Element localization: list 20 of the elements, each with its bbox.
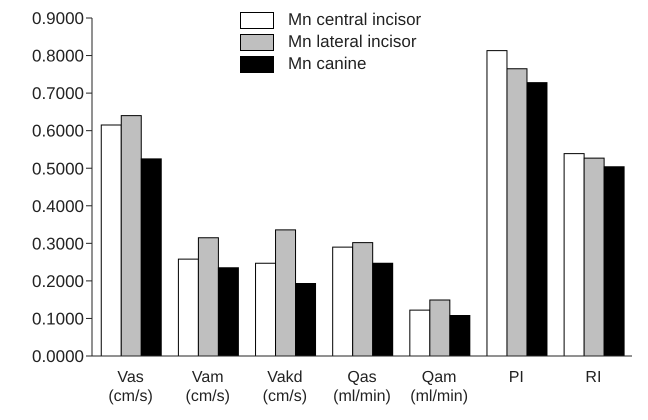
y-tick-label: 0.3000	[32, 234, 84, 254]
y-tick-label: 0.5000	[32, 159, 84, 178]
x-tick-label: Vakd (cm/s)	[262, 369, 308, 405]
legend-label: Mn central incisor	[288, 10, 422, 30]
x-tick-label: Vas (cm/s)	[108, 369, 153, 405]
legend-label: Mn lateral incisor	[288, 32, 416, 52]
y-tick-label: 0.0000	[32, 347, 84, 366]
legend-label: Mn canine	[288, 54, 366, 74]
y-tick-label: 0.6000	[32, 122, 84, 141]
y-tick-label: 0.4000	[32, 196, 84, 216]
x-tick-label: Vam (cm/s)	[185, 369, 230, 405]
y-tick-label: 0.8000	[32, 46, 84, 66]
y-tick-label: 0.2000	[32, 272, 84, 291]
y-tick-label: 0.9000	[32, 9, 84, 28]
x-tick-label: RI	[585, 369, 602, 386]
y-tick-label: 0.1000	[32, 309, 84, 328]
y-tick-label: 0.7000	[32, 84, 84, 104]
x-tick-label: PI	[508, 369, 524, 386]
x-tick-label: Qas (ml/min)	[333, 369, 391, 405]
x-tick-label: Qam (ml/min)	[410, 369, 468, 405]
